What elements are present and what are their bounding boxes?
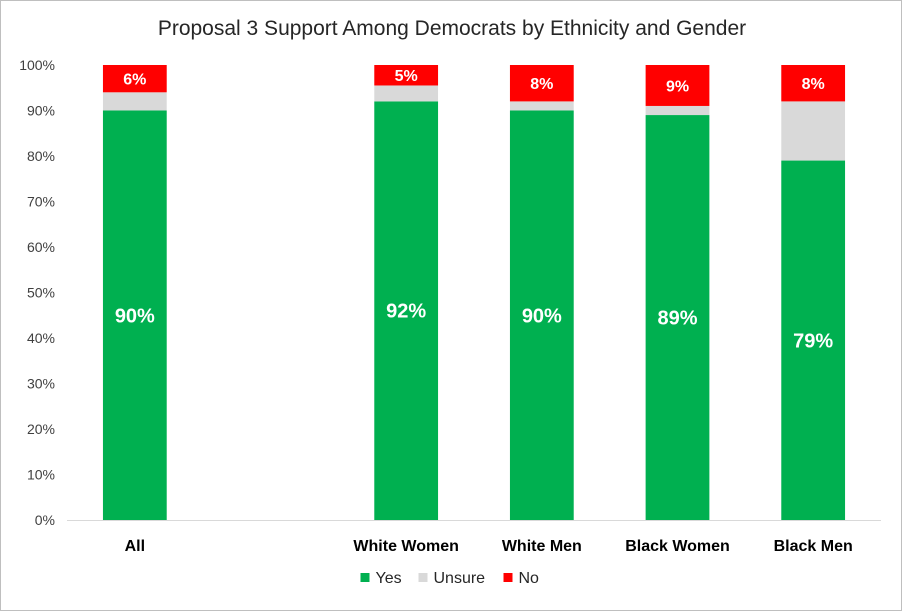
bar-segment-no (781, 65, 846, 102)
data-label-yes: 92% (386, 301, 426, 323)
data-label-yes: 79% (793, 330, 833, 352)
bar-segment-unsure (645, 105, 710, 116)
bar-segment-yes (374, 101, 439, 521)
y-tick-label: 20% (27, 421, 55, 437)
data-label-yes: 89% (657, 308, 697, 330)
bar-segment-no (645, 65, 710, 106)
category-label: White Men (502, 538, 582, 555)
category-label: All (125, 538, 145, 555)
bar-segment-unsure (509, 101, 574, 111)
legend-swatch-unsure (418, 573, 428, 582)
category-label: Black Women (625, 538, 730, 555)
bar-segment-yes (645, 115, 710, 521)
bar-segment-no (102, 65, 167, 93)
legend-label-no: No (519, 570, 540, 587)
y-tick-label: 90% (27, 103, 55, 119)
bar-segment-unsure (781, 101, 846, 161)
bar-segment-yes (509, 110, 574, 520)
y-tick-label: 100% (19, 57, 55, 73)
y-tick-label: 60% (27, 239, 55, 255)
data-label-no: 9% (666, 78, 689, 95)
legend-swatch-no (503, 573, 513, 582)
x-axis: All White Women White Men Black Women Black … (67, 520, 881, 555)
category-label: White Women (353, 538, 458, 555)
data-label-yes: 90% (115, 305, 155, 327)
bar-segment-no (374, 65, 439, 86)
data-label-no: 5% (395, 68, 418, 85)
data-label-no: 8% (530, 76, 553, 93)
data-label-yes: 90% (522, 305, 562, 327)
y-tick-label: 80% (27, 148, 55, 164)
bar-segment-unsure (102, 92, 167, 111)
legend-swatch-yes (360, 573, 370, 582)
y-tick-label: 70% (27, 194, 55, 210)
data-label-no: 6% (123, 72, 146, 89)
legend-label-unsure: Unsure (434, 570, 486, 587)
chart-title: Proposal 3 Support Among Democrats by Et… (158, 17, 746, 40)
y-tick-label: 10% (27, 467, 55, 483)
bar-segment-unsure (374, 85, 439, 102)
y-tick-label: 0% (35, 512, 55, 528)
y-tick-label: 40% (27, 330, 55, 346)
y-tick-label: 50% (27, 285, 55, 301)
data-label-no: 8% (802, 76, 825, 93)
bar-segment-yes (102, 110, 167, 520)
category-label: Black Men (774, 538, 853, 555)
bar-segment-no (509, 65, 574, 102)
legend: Yes Unsure No (360, 570, 540, 587)
bar-segment-yes (781, 160, 846, 521)
y-axis: 0% 10% 20% 30% 40% 50% 60% 70% 80% 90% 100% (19, 57, 55, 528)
y-tick-label: 30% (27, 376, 55, 392)
bar-area: 90% 6% 92% 5% 90% 8% 89% 9% 79% 8% (102, 65, 846, 521)
legend-label-yes: Yes (376, 570, 402, 587)
